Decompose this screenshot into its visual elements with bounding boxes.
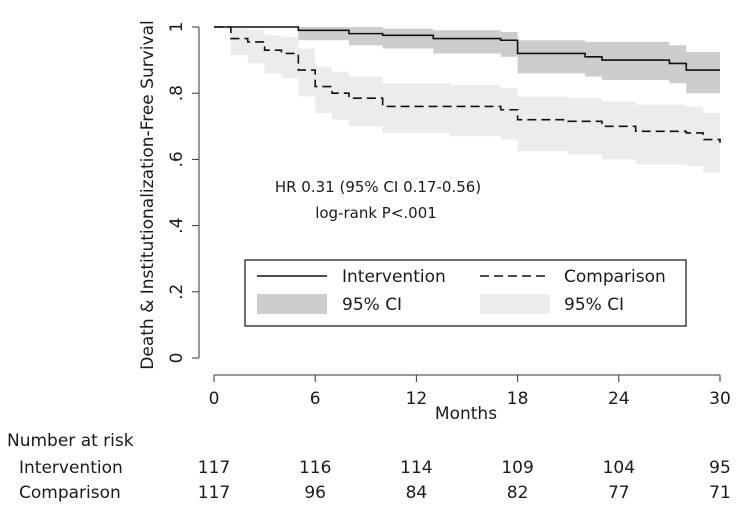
- risk-row-intervention-label: Intervention: [19, 458, 123, 478]
- x-tick-label: 18: [507, 389, 529, 409]
- x-tick-label: 30: [709, 389, 731, 409]
- legend-comparison-ci-label: 95% CI: [564, 295, 624, 315]
- y-tick-label: .8: [167, 85, 187, 101]
- y-tick-label: 0: [167, 353, 187, 364]
- intervention-survival-line: [214, 26, 720, 71]
- ci-bands: [214, 27, 720, 176]
- x-axis-ticks: 0 6 12 18 24 30: [209, 375, 731, 409]
- y-axis-label: Death & Institutionalization-Free Surviv…: [138, 20, 158, 369]
- y-axis-ticks: 0 .2 .4 .6 .8 1: [167, 22, 199, 364]
- x-tick-label: 0: [209, 389, 220, 409]
- risk-value-comparison: 84: [405, 483, 428, 503]
- legend-intervention-label: Intervention: [342, 267, 446, 287]
- y-tick-label: 1: [167, 22, 187, 33]
- risk-value-comparison: 82: [506, 483, 529, 503]
- risk-value-comparison: 71: [709, 483, 731, 503]
- x-tick-label: 6: [310, 389, 321, 409]
- x-tick-label: 24: [608, 389, 630, 409]
- y-tick-label: .2: [167, 284, 187, 300]
- y-tick-label: .6: [167, 151, 187, 167]
- km-survival-chart: 0 .2 .4 .6 .8 1 Death & Institutionalization-…: [138, 20, 731, 424]
- risk-value-intervention: 95: [709, 458, 731, 478]
- hazard-ratio-annotation: HR 0.31 (95% CI 0.17-0.56): [275, 178, 481, 196]
- legend-comparison-ci-swatch: [480, 294, 550, 314]
- survival-curves: [214, 26, 721, 143]
- intervention-ci-band: [214, 27, 720, 97]
- comparison-ci-band: [214, 27, 720, 176]
- legend-box: [244, 259, 687, 327]
- logrank-annotation: log-rank P<.001: [315, 204, 437, 222]
- risk-row-comparison-label: Comparison: [19, 483, 121, 503]
- legend: Intervention Comparison 95% CI 95% CI: [244, 259, 687, 327]
- legend-intervention-ci-swatch: [257, 294, 327, 314]
- x-axis-label: Months: [435, 404, 497, 424]
- risk-value-comparison: 96: [304, 483, 326, 503]
- risk-value-intervention: 104: [602, 458, 636, 478]
- risk-value-comparison: 77: [607, 483, 630, 503]
- risk-value-intervention: 114: [400, 458, 433, 478]
- risk-table-title: Number at risk: [7, 431, 134, 451]
- legend-comparison-label: Comparison: [564, 267, 666, 287]
- risk-value-intervention: 117: [197, 458, 231, 478]
- risk-value-intervention: 109: [501, 458, 534, 478]
- x-tick-label: 12: [406, 389, 428, 409]
- risk-value-intervention: 116: [298, 458, 332, 478]
- risk-value-comparison: 117: [197, 483, 231, 503]
- comparison-survival-line: [214, 26, 721, 143]
- legend-intervention-ci-label: 95% CI: [342, 295, 402, 315]
- y-tick-label: .4: [167, 217, 187, 233]
